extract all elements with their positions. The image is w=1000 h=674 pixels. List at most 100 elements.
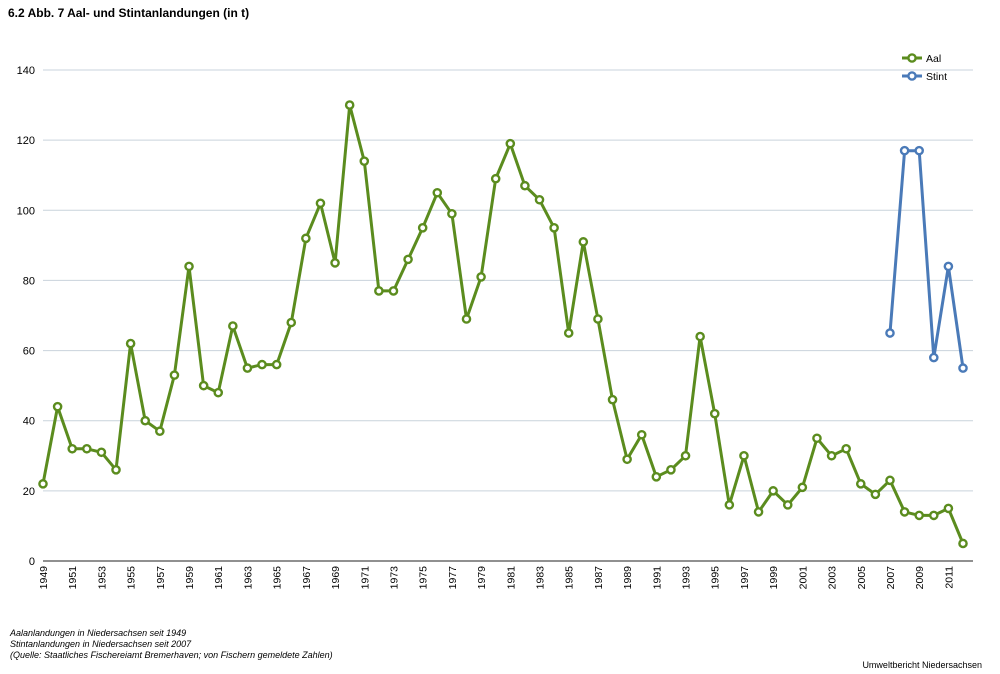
x-tick-label: 1957 <box>155 566 167 590</box>
data-point-stint <box>899 145 910 156</box>
data-point-aal <box>943 503 954 514</box>
data-point-aal <box>709 408 720 419</box>
data-point-aal <box>534 194 545 205</box>
x-tick-label: 1955 <box>126 566 138 590</box>
data-point-aal <box>593 314 603 324</box>
x-tick-label: 2011 <box>943 566 955 589</box>
data-point-aal <box>140 415 151 426</box>
credit: Umweltbericht Niedersachsen <box>862 660 982 670</box>
footnote-eel: Aalanlandungen in Niedersachsen seit 194… <box>10 628 187 638</box>
data-point-aal <box>724 500 735 510</box>
data-point-aal <box>812 433 822 444</box>
x-tick-label: 1963 <box>242 566 254 590</box>
data-point-aal <box>841 443 851 454</box>
x-tick-label: 1987 <box>593 566 605 590</box>
legend: Aal Stint <box>902 53 947 83</box>
data-point-aal <box>461 314 472 324</box>
data-point-aal <box>622 454 632 465</box>
data-point-aal <box>96 447 107 458</box>
data-point-aal <box>855 479 866 489</box>
x-tick-label: 1977 <box>447 566 459 590</box>
data-point-aal <box>447 208 457 219</box>
data-point-aal <box>301 233 311 244</box>
x-tick-label: 2001 <box>797 566 809 590</box>
x-axis-ticks: 1949 1951 1953 1955 1957 1959 1961 1963 1965 1967… <box>38 566 955 590</box>
data-point-aal <box>885 475 895 486</box>
data-point-aal <box>52 401 63 412</box>
data-point-aal <box>753 507 764 517</box>
y-axis-ticks: 0 20 40 60 80 100 120 140 <box>17 65 35 568</box>
x-tick-label: 1975 <box>418 566 430 590</box>
x-tick-label: 1961 <box>213 566 225 590</box>
data-point-aal <box>330 258 340 268</box>
x-tick-label: 2007 <box>885 566 897 590</box>
data-point-aal <box>680 450 691 461</box>
data-point-aal <box>184 261 194 272</box>
legend-marker <box>907 53 917 63</box>
x-tick-label: 1965 <box>272 566 284 590</box>
data-point-aal <box>359 156 370 166</box>
data-point-aal <box>67 443 78 454</box>
legend-label: Stint <box>926 71 947 83</box>
data-point-aal <box>315 198 326 209</box>
chart-title: 6.2 Abb. 7 Aal- und Stintanlandungen (in… <box>8 6 250 20</box>
y-tick-label: 120 <box>17 135 35 147</box>
y-tick-label: 0 <box>29 556 35 568</box>
data-point-stint <box>943 261 954 272</box>
legend-marker <box>907 71 917 81</box>
y-tick-label: 40 <box>23 416 35 428</box>
data-point-aal <box>666 465 676 475</box>
x-tick-label: 2003 <box>827 566 839 590</box>
y-tick-label: 140 <box>17 65 35 77</box>
data-point-aal <box>388 286 399 296</box>
data-point-aal <box>578 237 589 247</box>
data-point-aal <box>928 510 939 521</box>
data-point-aal <box>403 254 413 265</box>
data-point-aal <box>520 180 530 191</box>
data-point-aal <box>82 443 92 454</box>
y-tick-label: 20 <box>23 486 35 498</box>
y-tick-label: 60 <box>23 346 35 358</box>
data-point-aal <box>169 370 180 380</box>
x-tick-label: 1983 <box>535 566 547 590</box>
x-tick-label: 1989 <box>622 566 634 590</box>
x-tick-label: 2005 <box>856 566 868 590</box>
x-tick-label: 2009 <box>914 566 926 590</box>
data-point-aal <box>797 482 808 493</box>
data-point-aal <box>768 486 778 496</box>
data-point-aal <box>914 510 924 521</box>
x-tick-label: 1951 <box>67 566 79 590</box>
x-tick-label: 1953 <box>96 566 108 590</box>
data-point-aal <box>607 394 618 405</box>
data-point-aal <box>739 450 749 461</box>
data-point-aal <box>213 387 224 398</box>
series-line-aal <box>41 103 965 545</box>
data-point-aal <box>432 187 443 198</box>
data-point-aal <box>271 359 282 370</box>
data-point-aal <box>563 328 574 338</box>
data-point-aal <box>257 359 267 370</box>
y-tick-label: 80 <box>23 275 35 287</box>
y-tick-label: 100 <box>17 205 35 217</box>
data-point-aal <box>549 223 559 233</box>
data-point-aal <box>870 489 881 500</box>
data-point-aal <box>826 450 837 461</box>
data-point-stint <box>958 363 968 373</box>
x-tick-label: 1959 <box>184 566 196 590</box>
data-point-aal <box>111 465 121 475</box>
x-tick-label: 1949 <box>38 566 50 590</box>
x-tick-label: 1969 <box>330 566 342 590</box>
data-point-aal <box>695 331 705 342</box>
data-point-aal <box>155 426 165 437</box>
footnote-smelt: Stintanlandungen in Niedersachsen seit 2… <box>10 639 192 649</box>
series-line-stint <box>888 149 965 369</box>
x-tick-label: 1993 <box>681 566 693 590</box>
footnotes: Aalanlandungen in Niedersachsen seit 194… <box>10 628 333 661</box>
data-point-aal <box>125 338 136 349</box>
data-point-aal <box>899 507 910 517</box>
data-point-aal <box>417 223 428 233</box>
legend-label: Aal <box>926 53 941 65</box>
x-tick-label: 1971 <box>359 566 371 590</box>
data-point-aal <box>242 363 253 373</box>
series-group <box>38 100 968 549</box>
